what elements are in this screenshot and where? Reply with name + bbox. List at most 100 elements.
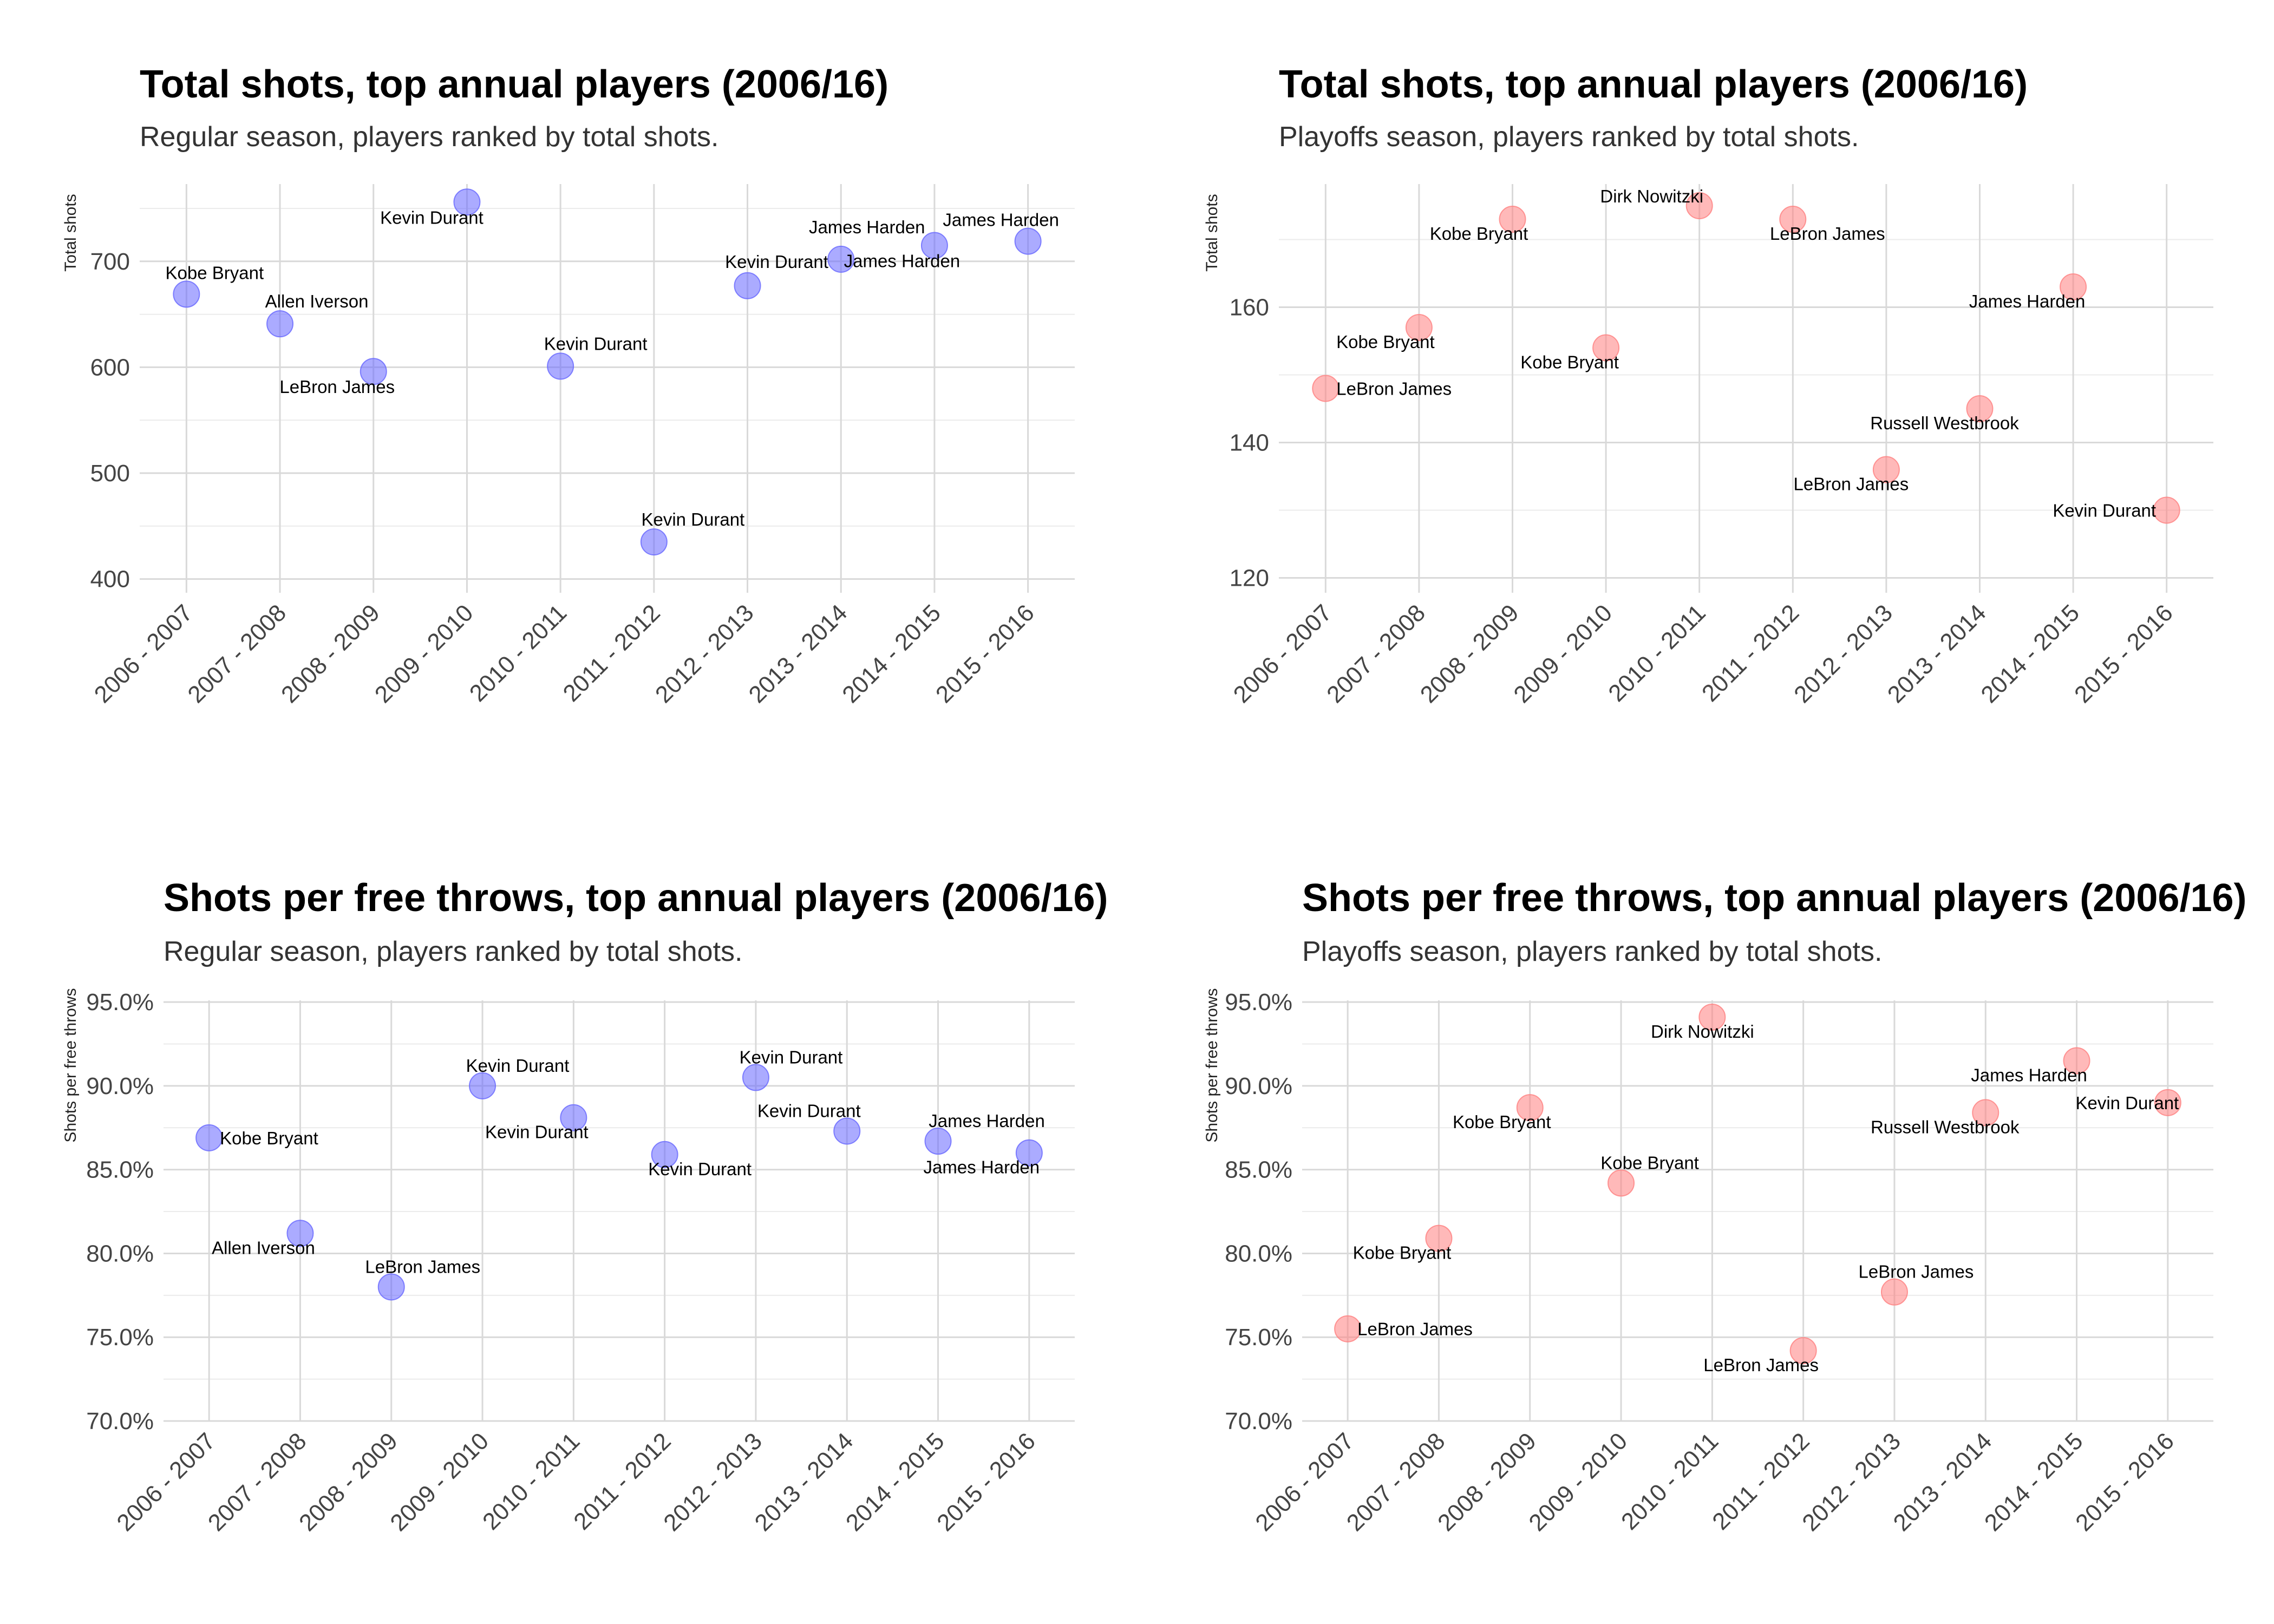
data-point [1698,1003,1726,1031]
x-tick-label: 2007 - 2008 [203,1427,312,1536]
x-tick-label: 2014 - 2015 [837,599,946,708]
y-tick-label: 500 [90,460,130,487]
x-tick-label: 2009 - 2010 [370,599,479,708]
y-axis-label: Total shots [62,194,80,271]
point-label: Kobe Bryant [1600,1152,1699,1173]
y-tick-label: 95.0% [1225,989,1292,1016]
point-label: LeBron James [365,1256,480,1276]
data-point [1972,1099,1999,1127]
point-label: Kobe Bryant [1520,352,1619,372]
x-tick-label: 2006 - 2007 [1229,599,1337,708]
point-label: Kevin Durant [740,1047,843,1067]
chart-title: Total shots, top annual players (2006/16… [1279,63,2028,106]
x-tick-label: 2010 - 2011 [478,1427,585,1535]
x-tick-label: 2015 - 2016 [932,1427,1041,1536]
point-label: LeBron James [1703,1355,1819,1375]
y-axis-label: Total shots [1203,194,1221,271]
x-tick-label: 2015 - 2016 [2069,599,2178,708]
point-label: LeBron James [1794,474,1909,494]
data-point [651,1141,678,1168]
data-point [1425,1224,1453,1252]
data-point [266,310,294,338]
x-tick-label: 2012 - 2013 [658,1427,767,1536]
data-point [560,1104,587,1131]
x-tick-label: 2015 - 2016 [931,599,1040,708]
y-tick-label: 80.0% [1225,1240,1292,1267]
point-label: Kevin Durant [757,1101,861,1121]
data-point [195,1124,223,1151]
x-tick-label: 2006 - 2007 [1250,1427,1359,1536]
y-tick-label: 75.0% [86,1324,154,1351]
data-point [1516,1094,1544,1122]
data-point [469,1072,496,1099]
y-tick-label: 140 [1230,430,1269,456]
data-point [1015,1139,1043,1167]
chart-title: Shots per free throws, top annual player… [1302,876,2247,920]
point-label: Kevin Durant [544,333,648,353]
point-label: Kevin Durant [466,1056,570,1076]
x-tick-label: 2014 - 2015 [1979,1427,2088,1536]
x-tick-label: 2008 - 2009 [276,599,385,708]
x-tick-label: 2012 - 2013 [650,599,759,708]
point-label: Russell Westbrook [1870,413,2019,433]
x-tick-label: 2014 - 2015 [1976,599,2084,708]
data-point [1312,375,1339,402]
data-point [1405,314,1433,341]
data-point [827,245,855,273]
x-tick-label: 2011 - 2012 [558,599,665,706]
y-tick-label: 75.0% [1225,1324,1292,1351]
data-point [833,1117,861,1145]
point-label: Kobe Bryant [1336,332,1435,352]
point-label: Kevin Durant [2075,1093,2179,1113]
data-point [2153,496,2180,524]
data-point [640,528,668,556]
y-axis-label: Shots per free throws [1203,988,1221,1142]
x-tick-label: 2012 - 2013 [1797,1427,1906,1536]
y-tick-label: 120 [1230,565,1269,592]
point-label: James Harden [1971,1065,2087,1085]
data-point [1608,1169,1635,1197]
point-label: Kevin Durant [380,207,483,227]
point-label: Kobe Bryant [166,263,264,283]
point-label: LeBron James [1357,1319,1473,1339]
x-tick-label: 2007 - 2008 [1342,1427,1450,1536]
x-tick-label: 2006 - 2007 [89,599,198,708]
chart-subtitle: Playoffs season, players ranked by total… [1279,121,1859,153]
y-tick-label: 85.0% [86,1157,154,1183]
y-tick-label: 700 [90,248,130,275]
point-label: Kevin Durant [2053,501,2156,521]
point-label: Dirk Nowitzki [1651,1021,1754,1042]
data-point [1789,1337,1817,1364]
point-label: Allen Iverson [212,1237,315,1258]
x-tick-label: 2012 - 2013 [1789,599,1898,708]
point-label: Allen Iverson [265,291,369,311]
y-axis-label: Shots per free throws [62,988,80,1142]
x-tick-label: 2011 - 2012 [1697,599,1804,706]
y-tick-label: 600 [90,354,130,381]
data-point [742,1064,769,1091]
y-tick-label: 70.0% [1225,1408,1292,1435]
chart-subtitle: Regular season, players ranked by total … [140,121,718,153]
point-label: James Harden [929,1111,1045,1131]
data-point [2154,1089,2181,1116]
point-label: LeBron James [1336,379,1452,399]
point-label: Kevin Durant [485,1122,589,1142]
data-point [547,352,574,380]
x-tick-label: 2007 - 2008 [1322,599,1430,708]
point-label: Kobe Bryant [1353,1243,1452,1263]
x-tick-label: 2010 - 2011 [1603,599,1710,706]
point-label: Dirk Nowitzki [1600,186,1703,206]
point-label: James Harden [943,210,1059,230]
point-label: James Harden [844,251,960,271]
x-tick-label: 2013 - 2014 [1889,1427,1997,1536]
point-label: Russell Westbrook [1871,1117,2020,1137]
data-point [1499,206,1526,233]
y-tick-label: 70.0% [86,1408,154,1435]
point-label: James Harden [924,1157,1040,1177]
x-tick-label: 2013 - 2014 [1883,599,1991,708]
data-point [1014,227,1042,255]
x-tick-label: 2009 - 2010 [385,1427,494,1536]
point-label: Kobe Bryant [1453,1112,1551,1132]
